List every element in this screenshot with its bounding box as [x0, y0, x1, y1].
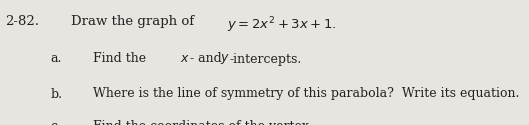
- Text: a.: a.: [50, 52, 62, 66]
- Text: b.: b.: [50, 88, 62, 101]
- Text: Find the: Find the: [93, 52, 150, 66]
- Text: Find the coordinates of the vertex.: Find the coordinates of the vertex.: [93, 120, 312, 125]
- Text: Draw the graph of: Draw the graph of: [71, 15, 203, 28]
- Text: Where is the line of symmetry of this parabola?  Write its equation.: Where is the line of symmetry of this pa…: [93, 88, 519, 101]
- Text: $y = 2x^2 + 3x + 1.$: $y = 2x^2 + 3x + 1.$: [227, 15, 337, 35]
- Text: - and: - and: [190, 52, 226, 66]
- Text: -intercepts.: -intercepts.: [229, 52, 302, 66]
- Text: c.: c.: [50, 120, 61, 125]
- Text: $x$: $x$: [180, 52, 190, 66]
- Text: $y$: $y$: [220, 52, 230, 66]
- Text: 2-82.: 2-82.: [5, 15, 39, 28]
